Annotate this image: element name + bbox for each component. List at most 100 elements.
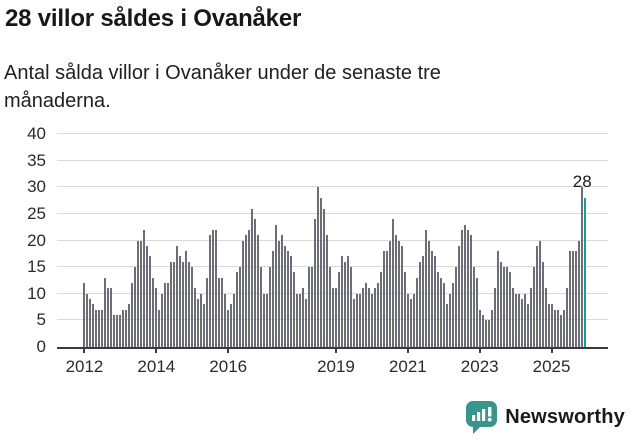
bar [527, 304, 529, 347]
bar [452, 283, 454, 347]
bar [491, 309, 493, 347]
bar [392, 219, 394, 347]
bar [431, 251, 433, 347]
bar [299, 293, 301, 347]
bar [536, 245, 538, 347]
bar [89, 299, 91, 347]
bar [533, 267, 535, 347]
newsworthy-logo: Newsworthy [465, 400, 625, 434]
bar [458, 245, 460, 347]
bar [548, 304, 550, 347]
bar [314, 219, 316, 347]
x-axis-tick [406, 347, 409, 353]
x-tick-label: 2014 [137, 357, 176, 376]
x-axis-tick [550, 347, 553, 353]
bar [167, 283, 169, 347]
chart-subtitle: Antal sålda villor i Ovanåker under de s… [4, 62, 441, 113]
x-axis-tick [155, 347, 158, 353]
bar [260, 267, 262, 347]
bar [143, 229, 145, 347]
bar [107, 288, 109, 347]
bar [368, 288, 370, 347]
bar [191, 267, 193, 347]
bar [230, 304, 232, 347]
bar [353, 299, 355, 347]
y-tick-label: 35 [27, 150, 46, 170]
bar [356, 293, 358, 347]
bar [446, 304, 448, 347]
bar [227, 309, 229, 347]
bar [497, 251, 499, 347]
bar [512, 288, 514, 347]
bar [518, 293, 520, 347]
bar [485, 320, 487, 347]
bar [530, 288, 532, 347]
bar [386, 251, 388, 347]
bar [194, 288, 196, 347]
y-tick-label: 0 [36, 337, 46, 356]
x-tick-label: 2012 [65, 357, 104, 376]
x-tick-label: 2025 [532, 357, 571, 376]
bar [389, 240, 391, 347]
bar [326, 235, 328, 347]
bar [212, 229, 214, 347]
bar [284, 245, 286, 347]
bar [296, 293, 298, 347]
bar [125, 309, 127, 347]
bar [287, 251, 289, 347]
bar [488, 320, 490, 347]
bar [311, 267, 313, 347]
bar [371, 293, 373, 347]
bar [161, 293, 163, 347]
bar [560, 315, 562, 347]
y-tick-label: 5 [36, 310, 46, 330]
bar [116, 315, 118, 347]
bar [236, 272, 238, 347]
bar [521, 299, 523, 347]
bar [578, 240, 580, 347]
page-title: 28 villor såldes i Ovanåker [5, 5, 302, 32]
gridline [57, 159, 608, 161]
bar [479, 309, 481, 347]
bar [98, 309, 100, 347]
bar [440, 277, 442, 347]
x-axis-tick [83, 347, 86, 353]
bar [104, 277, 106, 347]
bar [155, 288, 157, 347]
bar [509, 272, 511, 347]
bar [209, 235, 211, 347]
y-tick-label: 40 [27, 124, 46, 143]
bar [170, 261, 172, 347]
y-tick-label: 10 [27, 283, 46, 303]
bar [506, 267, 508, 347]
bar [320, 197, 322, 347]
bar [263, 293, 265, 347]
bar [251, 208, 253, 347]
gridline [57, 266, 608, 268]
bar [539, 240, 541, 347]
bar [380, 272, 382, 347]
bar [551, 304, 553, 347]
bar [272, 251, 274, 347]
bar [302, 288, 304, 347]
bar [407, 293, 409, 347]
bar [158, 309, 160, 347]
bar [305, 299, 307, 347]
bar [347, 256, 349, 347]
brand-name: Newsworthy [505, 405, 625, 428]
bar [317, 187, 319, 347]
bar [233, 293, 235, 347]
bar [254, 219, 256, 347]
bar [266, 293, 268, 347]
y-tick-label: 25 [27, 203, 46, 223]
bar [101, 309, 103, 347]
bar [113, 315, 115, 347]
bar [134, 267, 136, 347]
bar [350, 267, 352, 347]
bar [179, 256, 181, 347]
bar [290, 256, 292, 347]
bar [464, 224, 466, 347]
bar [131, 283, 133, 347]
bar [278, 240, 280, 347]
